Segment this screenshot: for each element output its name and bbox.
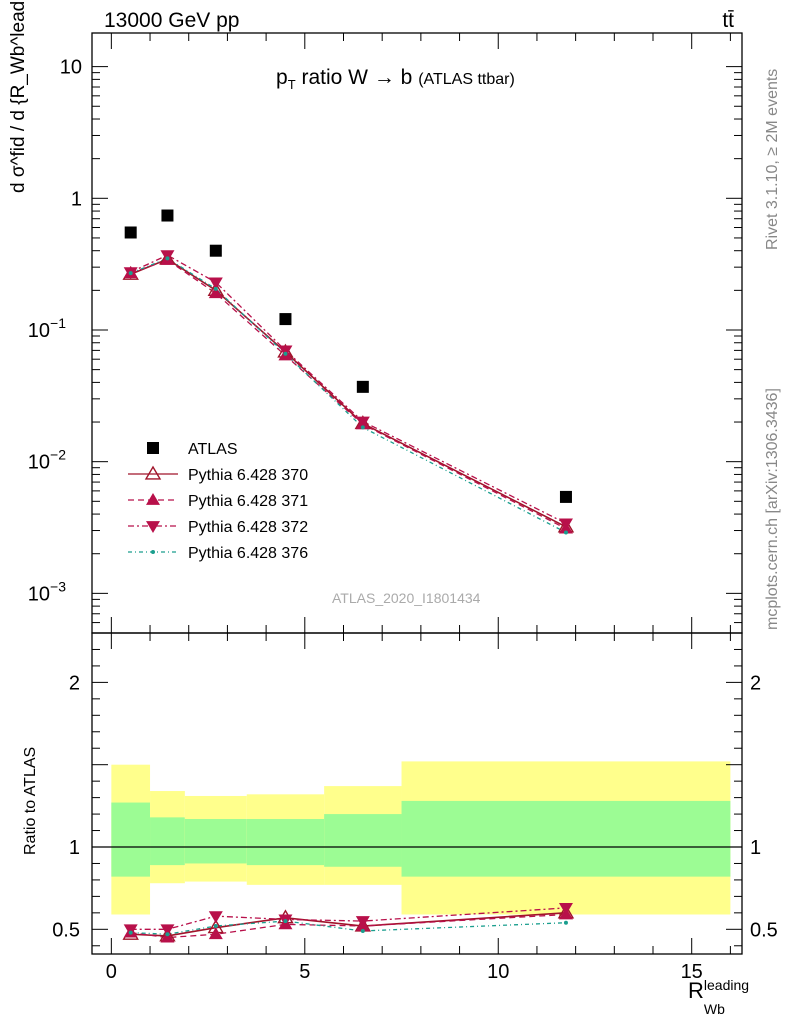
mc-point xyxy=(213,924,218,929)
band-green xyxy=(111,802,151,877)
mc-point xyxy=(165,256,170,261)
mc-point xyxy=(283,351,288,356)
x-label-sub: Wb xyxy=(703,1001,725,1017)
mc-point xyxy=(208,286,223,299)
ratio-line xyxy=(130,912,567,937)
y-tick-label: 10−1 xyxy=(28,315,66,342)
band-green xyxy=(246,819,325,866)
mc-point xyxy=(563,920,568,925)
x-tick-label: 0 xyxy=(106,961,117,983)
title-sub: T xyxy=(287,77,296,93)
mc-point xyxy=(128,271,133,276)
mc-point xyxy=(563,530,568,535)
data-markers xyxy=(122,209,575,943)
mc-point xyxy=(160,924,175,937)
ratio-y-label: Ratio to ATLAS xyxy=(22,746,39,855)
x-tick-label: 15 xyxy=(681,961,703,983)
band-green xyxy=(324,814,402,867)
rivet-label: Rivet 3.1.10, ≥ 2M events xyxy=(764,68,781,250)
mc-point xyxy=(283,919,288,924)
ratio-line xyxy=(130,907,567,930)
mc-point xyxy=(146,493,160,505)
ratio-line xyxy=(130,920,566,935)
mcplots-label: mcplots.cern.ch [arXiv:1306.3436] xyxy=(764,388,781,630)
band-green xyxy=(401,800,731,877)
main-frame xyxy=(91,32,743,634)
mc-point xyxy=(160,250,175,263)
y-tick-label: 10 xyxy=(60,57,82,79)
ratio-tick-label-right: 2 xyxy=(750,672,761,694)
mc-point xyxy=(278,345,293,358)
x-tick-label: 5 xyxy=(299,961,310,983)
title-p: p xyxy=(276,66,288,89)
band-green xyxy=(150,817,185,866)
mc-point xyxy=(360,425,365,430)
atlas-point xyxy=(124,226,137,239)
series-line xyxy=(130,257,567,534)
ratio-tick-label: 1 xyxy=(69,837,80,859)
series-line xyxy=(130,258,567,528)
legend-label: Pythia 6.428 376 xyxy=(188,545,308,562)
legend-label: Pythia 6.428 370 xyxy=(188,467,308,484)
mc-point xyxy=(208,927,223,940)
mc-point xyxy=(160,930,175,943)
mc-point xyxy=(165,932,170,937)
mc-point xyxy=(208,277,223,290)
y-tick-label: 1 xyxy=(71,188,82,210)
mc-point xyxy=(128,930,133,935)
mc-point xyxy=(151,550,155,554)
legend-label: Pythia 6.428 372 xyxy=(188,519,308,536)
process-label: tt̄ xyxy=(722,9,734,32)
ratio-tick-label-right: 1 xyxy=(750,837,761,859)
atlas-point xyxy=(356,380,369,393)
ratio-uncertainty-bands xyxy=(111,761,731,915)
ratio-line xyxy=(130,913,566,939)
legend-label: ATLAS xyxy=(188,441,238,458)
title-tag: (ATLAS ttbar) xyxy=(418,71,515,88)
ratio-tick-label: 2 xyxy=(69,672,80,694)
x-label-sup: leading xyxy=(703,977,750,993)
x-tick-label: 10 xyxy=(487,961,509,983)
mc-point xyxy=(558,518,573,531)
mc-point xyxy=(360,928,365,933)
legend: ATLAS Pythia 6.428 370 Pythia 6.428 371 Pyt… xyxy=(128,441,308,562)
x-label-main: R xyxy=(688,978,704,1003)
watermark: ATLAS_2020_I1801434 xyxy=(332,590,481,606)
legend-label: Pythia 6.428 371 xyxy=(188,493,308,510)
ratio-frame xyxy=(91,632,743,955)
series-line xyxy=(130,254,567,524)
mc-point xyxy=(123,924,138,937)
mc-point xyxy=(208,911,223,924)
mc-curves xyxy=(130,254,567,939)
ratio-tick-label-right: 0.5 xyxy=(750,919,778,941)
mc-point xyxy=(558,903,573,915)
title-rest: ratio W → b xyxy=(295,66,413,89)
y-tick-label: 10−2 xyxy=(28,447,66,474)
series-line xyxy=(130,259,567,530)
atlas-point xyxy=(147,442,159,454)
ratio-tick-label: 0.5 xyxy=(52,919,80,941)
atlas-point xyxy=(559,490,572,503)
mc-point xyxy=(355,916,370,929)
plot-title: pT ratio W → b (ATLAS ttbar) xyxy=(276,66,515,92)
mc-point xyxy=(144,465,162,480)
energy-label: 13000 GeV pp xyxy=(104,9,240,32)
atlas-point xyxy=(209,244,222,257)
y-axis-label: d σ^fid / d {R_Wb^leading} [pb] xyxy=(8,0,29,193)
atlas-point xyxy=(161,209,174,222)
band-green xyxy=(184,819,247,864)
y-tick-label: 10−3 xyxy=(28,578,66,605)
mc-point xyxy=(355,416,370,429)
mc-point xyxy=(213,286,218,291)
atlas-point xyxy=(279,313,292,326)
mc-point xyxy=(146,521,160,533)
